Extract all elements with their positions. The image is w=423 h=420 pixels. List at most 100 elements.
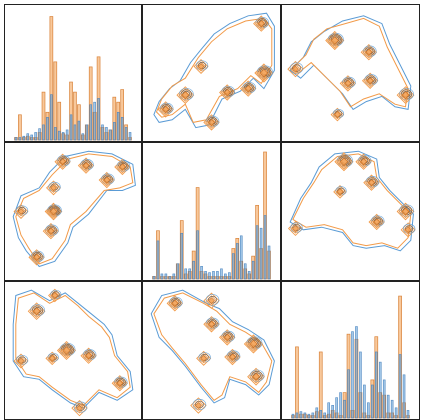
panel-r1-c2: [281, 142, 420, 281]
hist-bar-a: [38, 128, 41, 141]
panel-frame: [281, 142, 420, 281]
hist-bar-a: [200, 265, 203, 280]
panel-frame: [142, 4, 281, 142]
hist-bar-a: [398, 354, 402, 419]
hist-bar-a: [371, 384, 374, 419]
density-peak: [59, 158, 67, 166]
density-peak: [339, 157, 349, 166]
hist-bar-a: [180, 232, 184, 280]
hist-bar-a: [378, 361, 382, 419]
hist-bar-a: [247, 271, 251, 280]
hist-bar-a: [156, 240, 160, 280]
hist-bar-a: [335, 397, 338, 419]
density-outline-a: [289, 150, 414, 252]
hist-bar-a: [69, 114, 73, 141]
hist-bar-a: [57, 130, 61, 141]
density-peak: [330, 36, 340, 45]
density-peak: [162, 105, 170, 113]
hist-bar-a: [93, 101, 96, 141]
hist-bar-a: [14, 137, 18, 141]
hist-bar-a: [168, 276, 172, 280]
density-outline-b: [155, 17, 273, 123]
hist-bar-a: [243, 263, 247, 280]
density-outline-a: [12, 289, 134, 409]
pairplot-panels: [4, 4, 420, 420]
density-peak: [194, 402, 202, 410]
density-peak: [51, 292, 59, 299]
panel-frame: [4, 4, 142, 142]
hist-bar-a: [390, 399, 394, 419]
hist-bar-a: [26, 133, 30, 141]
hist-bar-a: [184, 268, 188, 280]
density-peak: [244, 85, 252, 93]
density-peak: [32, 307, 41, 316]
density-peak: [344, 79, 352, 87]
hist-bar-a: [267, 245, 271, 280]
density-peak: [103, 176, 111, 184]
panel-frame: [4, 142, 142, 281]
hist-bar-a: [386, 394, 390, 419]
hist-bar-a: [164, 273, 168, 280]
hist-bar-a: [73, 124, 77, 141]
hist-bar-a: [327, 402, 330, 419]
hist-bar-a: [196, 230, 199, 280]
hist-bar-a: [374, 351, 378, 419]
panel-r0-c2: [281, 4, 420, 142]
hist-bar-a: [303, 412, 307, 419]
hist-bar-a: [176, 263, 180, 280]
density-peak: [401, 91, 410, 99]
hist-bar-b: [318, 351, 323, 419]
hist-bar-a: [85, 124, 89, 141]
density-peak: [257, 20, 265, 28]
density-peak: [228, 353, 236, 361]
density-peak: [118, 163, 126, 171]
density-outline-a: [12, 150, 136, 268]
hist-bar-a: [382, 379, 386, 419]
hist-bar-a: [367, 402, 370, 419]
hist-bar-a: [116, 111, 120, 141]
hist-bar-a: [259, 227, 263, 280]
density-peak: [208, 320, 215, 328]
hist-bar-a: [228, 272, 231, 280]
density-peak: [404, 226, 412, 234]
density-peak: [50, 184, 57, 192]
hist-bar-a: [46, 117, 49, 141]
hist-bar-a: [263, 215, 267, 280]
density-peak: [200, 354, 208, 362]
density-peak: [85, 352, 93, 360]
hist-bar-a: [188, 268, 191, 280]
hist-bar-a: [251, 260, 255, 280]
density-peak: [223, 333, 231, 341]
panel-r2-c1: [142, 281, 281, 420]
panel-r2-c0: [4, 281, 142, 420]
density-peak: [365, 48, 373, 56]
panel-r1-c1: [142, 142, 281, 281]
hist-bar-a: [34, 132, 37, 141]
density-peak: [47, 227, 55, 235]
hist-bar-a: [307, 413, 311, 419]
density-peak: [291, 65, 299, 73]
density-peak: [17, 208, 25, 215]
density-peak: [249, 339, 258, 349]
density-peak: [48, 354, 56, 362]
panel-r2-c2: [281, 281, 420, 420]
panel-frame: [142, 142, 281, 281]
density-peak: [401, 207, 410, 216]
hist-bar-a: [18, 137, 22, 141]
hist-bar-a: [402, 374, 406, 419]
hist-bar-a: [406, 410, 410, 419]
hist-bar-a: [355, 326, 358, 419]
density-peak: [49, 207, 58, 216]
density-outline-b: [15, 153, 134, 265]
hist-bar-a: [208, 272, 211, 280]
hist-bar-a: [172, 273, 176, 280]
hist-bar-a: [351, 331, 354, 419]
hist-bar-a: [77, 120, 81, 141]
hist-bar-a: [224, 273, 227, 280]
hist-bar-a: [65, 129, 69, 141]
hist-bar-a: [363, 384, 366, 419]
hist-bar-a: [299, 411, 303, 419]
density-peak: [373, 218, 381, 226]
hist-bar-a: [120, 117, 124, 141]
density-outline-b: [292, 17, 409, 108]
